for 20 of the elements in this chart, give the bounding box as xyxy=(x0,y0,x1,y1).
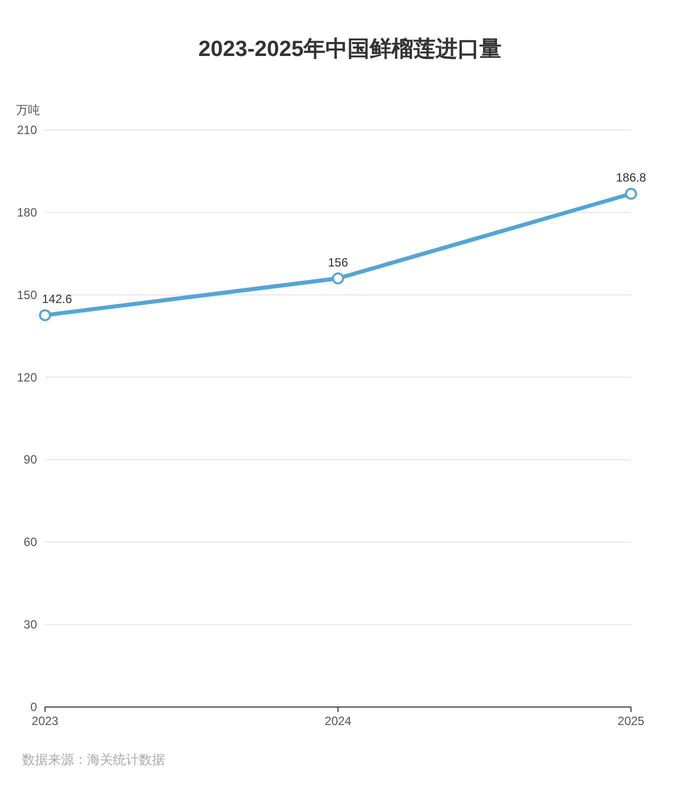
y-tick-label: 210 xyxy=(16,123,38,137)
chart-title: 2023-2025年中国鲜榴莲进口量 xyxy=(198,36,502,61)
source-note: 数据来源：海关统计数据 xyxy=(22,752,165,767)
y-tick-label: 150 xyxy=(16,288,38,302)
y-tick-label: 0 xyxy=(30,700,38,714)
point xyxy=(39,309,51,322)
point xyxy=(332,272,344,284)
x-tick-label: 2024 xyxy=(324,714,352,728)
y-tick-label: 30 xyxy=(24,618,38,632)
x-tick-label: 2025 xyxy=(618,714,645,728)
y-tick-label: 90 xyxy=(24,452,38,467)
y-axis-title: 万吨 xyxy=(16,103,40,117)
data-label: 142.6 xyxy=(42,292,72,306)
y-tick-label: 180 xyxy=(16,205,38,220)
x-tick-label: 2023 xyxy=(32,714,59,728)
y-tick-label: 120 xyxy=(16,370,38,384)
data-label: 156 xyxy=(328,255,348,270)
point xyxy=(625,188,637,200)
data-label: 186.8 xyxy=(616,170,646,185)
y-tick-label: 60 xyxy=(24,535,38,550)
